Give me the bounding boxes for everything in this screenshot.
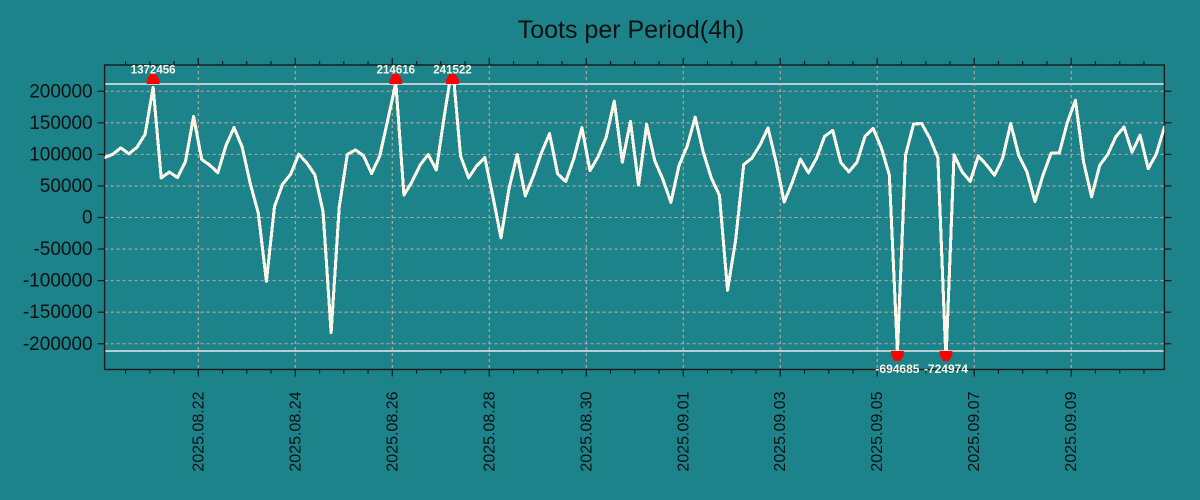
svg-text:200000: 200000 (29, 81, 92, 102)
svg-text:2025.09.03: 2025.09.03 (772, 391, 789, 471)
svg-text:-694685: -694685 (875, 362, 919, 376)
svg-text:214616: 214616 (377, 65, 415, 77)
svg-text:0: 0 (82, 208, 93, 229)
svg-text:2025.09.09: 2025.09.09 (1063, 391, 1080, 471)
svg-text:-200000: -200000 (23, 334, 93, 355)
svg-text:2025.08.26: 2025.08.26 (384, 391, 401, 471)
svg-text:2025.09.07: 2025.09.07 (966, 391, 983, 471)
svg-text:50000: 50000 (40, 176, 93, 197)
svg-text:2025.08.28: 2025.08.28 (481, 391, 498, 471)
svg-text:-50000: -50000 (33, 239, 92, 260)
svg-text:2025.09.01: 2025.09.01 (675, 391, 692, 471)
svg-text:150000: 150000 (29, 113, 92, 134)
svg-text:-150000: -150000 (23, 302, 93, 323)
svg-text:100000: 100000 (29, 144, 92, 165)
svg-text:-724974: -724974 (924, 362, 968, 376)
svg-text:2025.08.30: 2025.08.30 (578, 391, 595, 471)
svg-text:241522: 241522 (433, 65, 471, 77)
svg-text:2025.08.22: 2025.08.22 (190, 391, 207, 471)
svg-text:1372456: 1372456 (131, 65, 176, 77)
svg-text:-100000: -100000 (23, 271, 93, 292)
svg-text:2025.09.05: 2025.09.05 (869, 391, 886, 471)
svg-text:2025.08.24: 2025.08.24 (287, 391, 304, 471)
